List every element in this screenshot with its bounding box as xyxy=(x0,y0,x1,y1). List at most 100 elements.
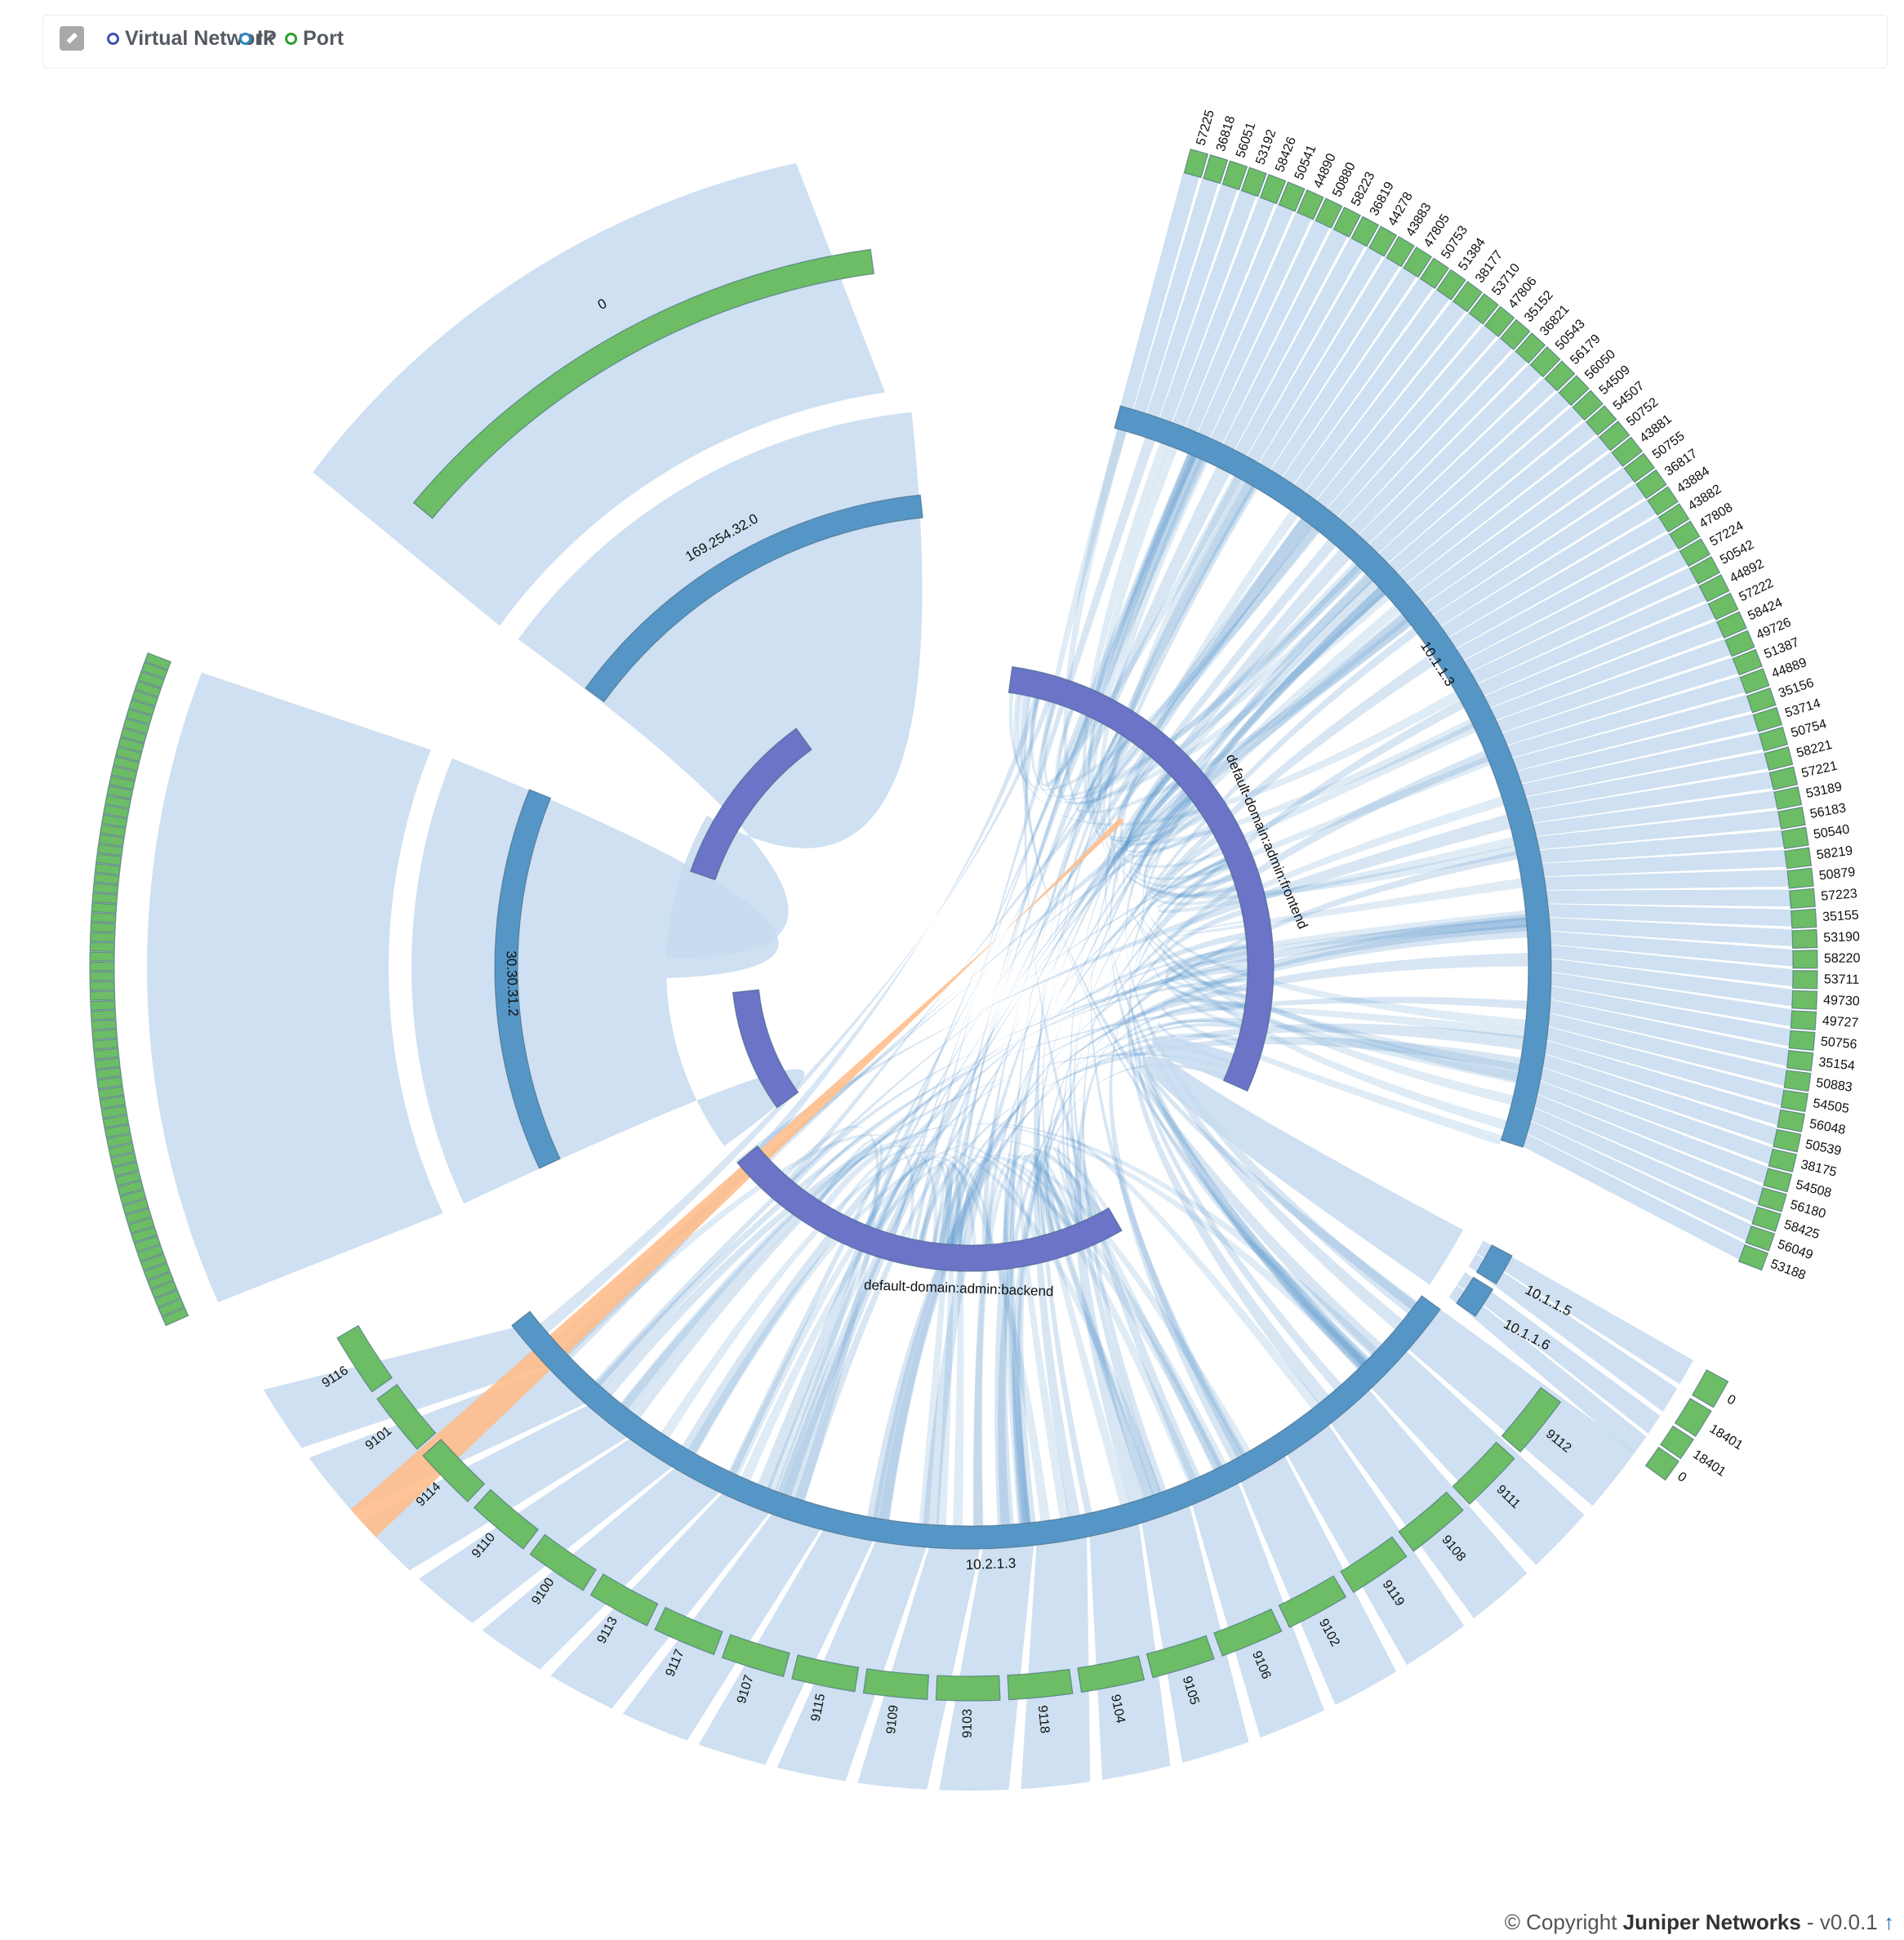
port-arc-30[interactable] xyxy=(89,990,116,1001)
port-arc-1023[interactable] xyxy=(336,1324,393,1393)
port-arc-1013[interactable] xyxy=(1435,269,1466,301)
port-arc-1013[interactable] xyxy=(1647,486,1679,516)
port-arc-1023[interactable] xyxy=(791,1654,860,1693)
arrow-up-icon[interactable]: ↑ xyxy=(1884,1910,1894,1934)
port-arc-1023[interactable] xyxy=(1278,1575,1347,1629)
port-arc-30[interactable] xyxy=(105,794,131,809)
port-arc-1013[interactable] xyxy=(1386,235,1415,268)
port-arc-1013[interactable] xyxy=(1724,630,1755,657)
port-arc-1013[interactable] xyxy=(1484,305,1515,338)
port-arc-1013[interactable] xyxy=(1368,225,1398,257)
port-arc-1013[interactable] xyxy=(1240,167,1267,198)
port-arc-1013[interactable] xyxy=(1732,648,1763,676)
port-arc-30[interactable] xyxy=(108,1142,136,1158)
vn-arc-frontend[interactable] xyxy=(1008,665,1275,1092)
port-arc-30[interactable] xyxy=(91,1019,118,1031)
port-arc-30[interactable] xyxy=(150,1280,178,1299)
port-arc-30[interactable] xyxy=(137,670,165,689)
port-arc-30[interactable] xyxy=(122,718,150,735)
port-arc-1013[interactable] xyxy=(1183,149,1209,179)
port-arc-30[interactable] xyxy=(114,746,143,763)
port-arc-1023[interactable] xyxy=(529,1533,597,1591)
port-arc-1013[interactable] xyxy=(1598,420,1630,452)
edit-icon[interactable] xyxy=(60,26,84,51)
port-arc-30[interactable] xyxy=(105,1132,133,1148)
port-arc-1013[interactable] xyxy=(1751,1206,1782,1232)
port-arc-30[interactable] xyxy=(119,1189,147,1206)
port-arc-30[interactable] xyxy=(109,1151,137,1168)
port-arc-30[interactable] xyxy=(144,652,171,671)
port-arc-30[interactable] xyxy=(90,922,117,933)
port-arc-30[interactable] xyxy=(117,1180,145,1196)
port-arc-1013[interactable] xyxy=(1332,206,1362,238)
port-arc-1023[interactable] xyxy=(654,1606,723,1656)
port-arc-1013[interactable] xyxy=(1773,1128,1802,1153)
legend-item-port[interactable]: Port xyxy=(285,24,344,53)
port-arc-30[interactable] xyxy=(89,981,115,991)
port-arc-30[interactable] xyxy=(128,699,156,716)
port-arc-1023[interactable] xyxy=(1007,1668,1074,1701)
port-arc-30[interactable] xyxy=(95,1066,122,1080)
port-arc-1013[interactable] xyxy=(1558,375,1590,407)
port-arc-1013[interactable] xyxy=(1585,405,1617,436)
port-arc-1013[interactable] xyxy=(1788,888,1816,910)
port-arc-30[interactable] xyxy=(153,1289,182,1309)
port-arc-1013[interactable] xyxy=(1468,292,1499,325)
port-arc-30[interactable] xyxy=(136,1244,164,1262)
port-arc-1013[interactable] xyxy=(1764,746,1794,772)
port-arc-1013[interactable] xyxy=(1419,257,1450,290)
port-arc-30[interactable] xyxy=(97,1086,125,1100)
port-arc-1015[interactable] xyxy=(1691,1368,1729,1408)
port-arc-1013[interactable] xyxy=(1746,687,1777,714)
port-arc-1013[interactable] xyxy=(1635,469,1667,500)
port-arc-30[interactable] xyxy=(140,661,168,680)
port-arc-1013[interactable] xyxy=(1221,160,1248,191)
port-arc-30[interactable] xyxy=(133,1235,162,1253)
port-arc-1023[interactable] xyxy=(1077,1655,1146,1693)
vn-arc-left-lower[interactable] xyxy=(732,989,799,1109)
port-arc-1013[interactable] xyxy=(1572,389,1604,421)
port-arc-1013[interactable] xyxy=(1783,1070,1812,1092)
port-arc-1023[interactable] xyxy=(1452,1441,1515,1506)
port-arc-30[interactable] xyxy=(102,804,130,819)
port-arc-30[interactable] xyxy=(125,708,153,726)
ip-arc-1016[interactable] xyxy=(1456,1276,1494,1317)
port-arc-1013[interactable] xyxy=(1737,1244,1769,1271)
port-arc-30[interactable] xyxy=(92,882,119,895)
port-arc-30[interactable] xyxy=(96,852,122,866)
port-arc-1013[interactable] xyxy=(1791,990,1818,1010)
port-arc-30[interactable] xyxy=(146,1271,175,1290)
port-arc-30[interactable] xyxy=(134,680,162,698)
port-arc-30[interactable] xyxy=(93,1048,120,1061)
port-arc-1013[interactable] xyxy=(1792,950,1818,969)
port-arc-30[interactable] xyxy=(89,971,115,981)
port-arc-30[interactable] xyxy=(91,892,118,905)
port-arc-1023[interactable] xyxy=(1501,1386,1562,1453)
port-arc-30[interactable] xyxy=(143,1262,171,1281)
port-arc-30[interactable] xyxy=(91,902,118,914)
port-arc-1015[interactable] xyxy=(1674,1397,1712,1437)
port-arc-1013[interactable] xyxy=(1784,847,1813,870)
port-arc-30[interactable] xyxy=(90,1009,117,1021)
port-arc-169[interactable] xyxy=(412,248,875,519)
port-arc-1013[interactable] xyxy=(1707,592,1739,621)
port-arc-1013[interactable] xyxy=(1515,331,1546,364)
port-arc-1013[interactable] xyxy=(1688,555,1721,585)
port-arc-1016[interactable] xyxy=(1644,1446,1680,1481)
port-arc-1013[interactable] xyxy=(1544,360,1576,392)
vn-arc-left-upper[interactable] xyxy=(689,728,812,881)
port-arc-30[interactable] xyxy=(100,1105,128,1119)
port-arc-1013[interactable] xyxy=(1786,867,1814,889)
port-arc-30[interactable] xyxy=(117,736,145,754)
port-arc-30[interactable] xyxy=(112,1161,140,1177)
port-arc-1013[interactable] xyxy=(1452,280,1484,313)
port-arc-30[interactable] xyxy=(90,912,117,923)
vn-arc-backend[interactable] xyxy=(736,1145,1123,1272)
port-arc-1013[interactable] xyxy=(1698,574,1730,603)
port-arc-1013[interactable] xyxy=(1792,970,1818,990)
port-arc-30[interactable] xyxy=(91,1028,118,1041)
port-arc-1013[interactable] xyxy=(1781,826,1809,850)
port-arc-30[interactable] xyxy=(113,755,140,772)
port-arc-30[interactable] xyxy=(124,1208,153,1225)
port-arc-30[interactable] xyxy=(102,1114,130,1129)
